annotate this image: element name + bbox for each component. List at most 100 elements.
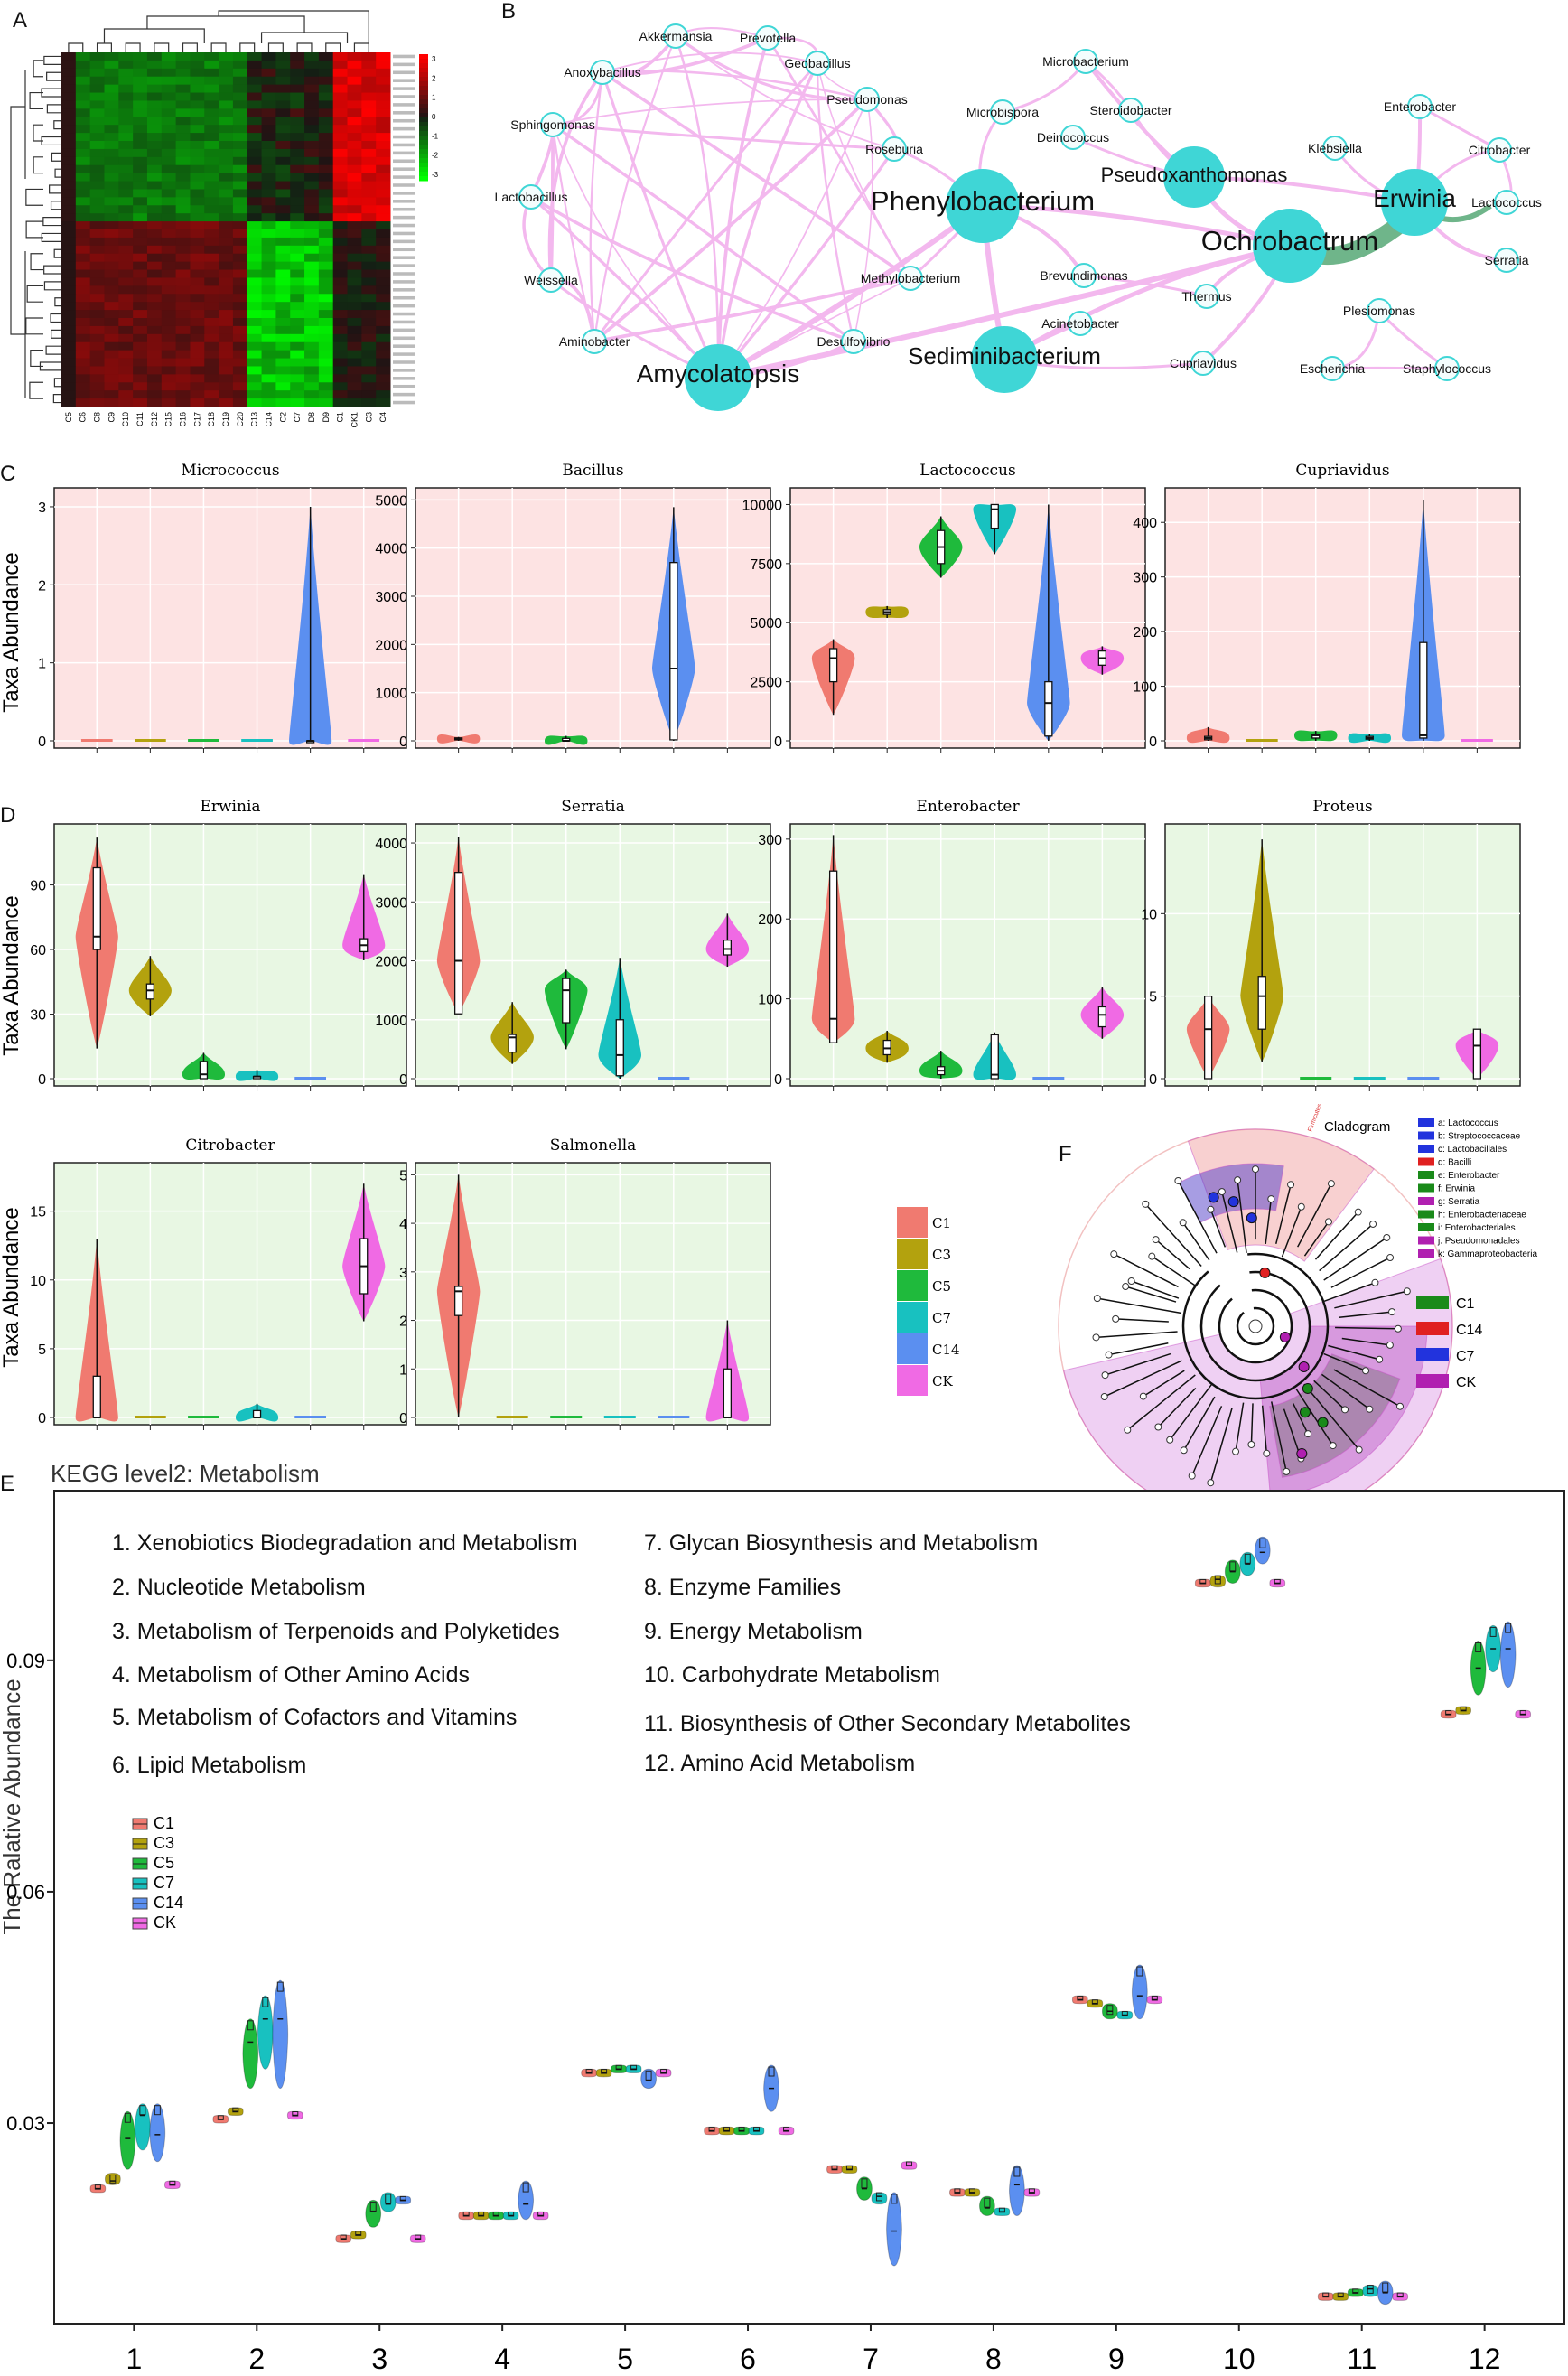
scale-swatch [419,167,428,173]
panel-e-letter: E [0,1472,14,1496]
heatmap-cell [190,398,205,407]
network-node-label: Aminobacter [559,334,630,349]
heatmap-cell [219,285,234,295]
heatmap-cell [376,390,391,399]
heatmap-cell [261,92,276,101]
network-node-label: Deinococcus [1037,130,1109,145]
heatmap-cell [133,261,148,271]
heatmap-cell [347,100,362,109]
network-node-label: Lactobacillus [495,190,568,204]
heatmap-cell [75,84,91,94]
heatmap-cell [290,133,305,142]
heatmap-cell [190,133,205,142]
dendrogram-branch [52,394,61,404]
heatmap-cell [175,92,191,101]
network-node-label: Sphingomonas [510,117,594,132]
network-node [971,326,1038,393]
heatmap-row-label [393,264,415,267]
dendrogram-branch [25,220,43,239]
cladogram-leaf [1388,1308,1396,1316]
heatmap-cell [133,325,148,335]
y-tick-label: 0.03 [6,2112,45,2135]
network-node-label: Plesiomonas [1343,304,1415,318]
heatmap-cell [219,60,234,70]
heatmap-cell [361,358,377,367]
heatmap-cell [61,333,77,343]
kegg-violin [149,2103,166,2163]
heatmap-cell [118,245,134,255]
heatmap-cell [61,261,77,271]
heatmap-cell [118,92,134,101]
heatmap-cell [275,358,291,367]
heatmap-cell [332,205,349,214]
heatmap-cell [118,205,134,214]
heatmap-cell [247,269,263,278]
heatmap-cell [89,181,105,190]
heatmap-cell [75,302,91,311]
heatmap-cell [190,318,205,327]
heatmap-cell [332,181,349,190]
heatmap-cell [118,366,134,375]
network-node [841,329,866,354]
cladogram-leaf [1127,1277,1135,1285]
y-tick-label: 5000 [750,616,782,631]
heatmap-cell [61,148,77,158]
heatmap-cell [318,245,334,255]
heatmap-cell [290,341,305,351]
heatmap-cell [175,52,191,61]
heatmap-row-label [393,377,415,380]
cladogram-leaf [1105,1351,1113,1359]
heatmap-cell [376,277,391,286]
heatmap-cell [118,318,134,327]
heatmap-cell [347,277,362,286]
heatmap-column-label: C17 [192,412,201,427]
heatmap-cell [347,350,362,360]
heatmap-cell [190,213,205,222]
network-node-label: Staphylococcus [1403,361,1491,376]
violin-shape [550,1416,583,1418]
heatmap-cell [347,366,362,375]
heatmap-cell [204,213,219,222]
heatmap-cell [146,60,163,70]
heatmap-row-label [393,215,415,220]
heatmap-cell [332,285,349,295]
heatmap-cell [61,76,77,86]
heatmap-cell [118,302,134,311]
heatmap-cell [247,108,263,117]
heatmap-row-label [393,239,415,244]
heatmap-cell [104,277,119,286]
violin-shape [188,739,219,742]
kegg-category-name: 7. Glycan Biosynthesis and Metabolism [644,1530,1038,1556]
heatmap-cell [261,245,276,255]
heatmap-cell [204,164,219,174]
network-node-label: Lactococcus [1471,195,1542,210]
heatmap-cell [161,221,177,230]
heatmap-cell [290,148,305,158]
heatmap-cell [133,156,148,166]
scale-swatch [419,59,428,64]
network-edge [716,148,896,379]
heatmap-cell [376,333,391,343]
heatmap-cell [232,285,248,295]
heatmap-cell [118,181,134,190]
heatmap-cell [61,125,77,134]
heatmap-cell [361,60,377,70]
heatmap-cell [347,333,362,343]
heatmap-cell [261,325,276,335]
y-tick-label: 3 [38,500,46,516]
network-edge [717,98,868,379]
scale-tick-label: -2 [432,152,439,160]
x-tick-label: 6 [740,2343,756,2371]
heatmap-cell [376,173,391,182]
heatmap-cell [75,229,91,239]
heatmap-cell [175,366,191,375]
panel-c-letter: C [0,462,15,486]
heatmap-cell [361,133,377,142]
heatmap-cell [61,229,77,239]
heatmap-cell [219,390,234,399]
dendrogram-branch [33,60,43,78]
violin-shape [1461,739,1493,742]
heatmap-cell [118,84,134,94]
heatmap-cell [219,277,234,286]
